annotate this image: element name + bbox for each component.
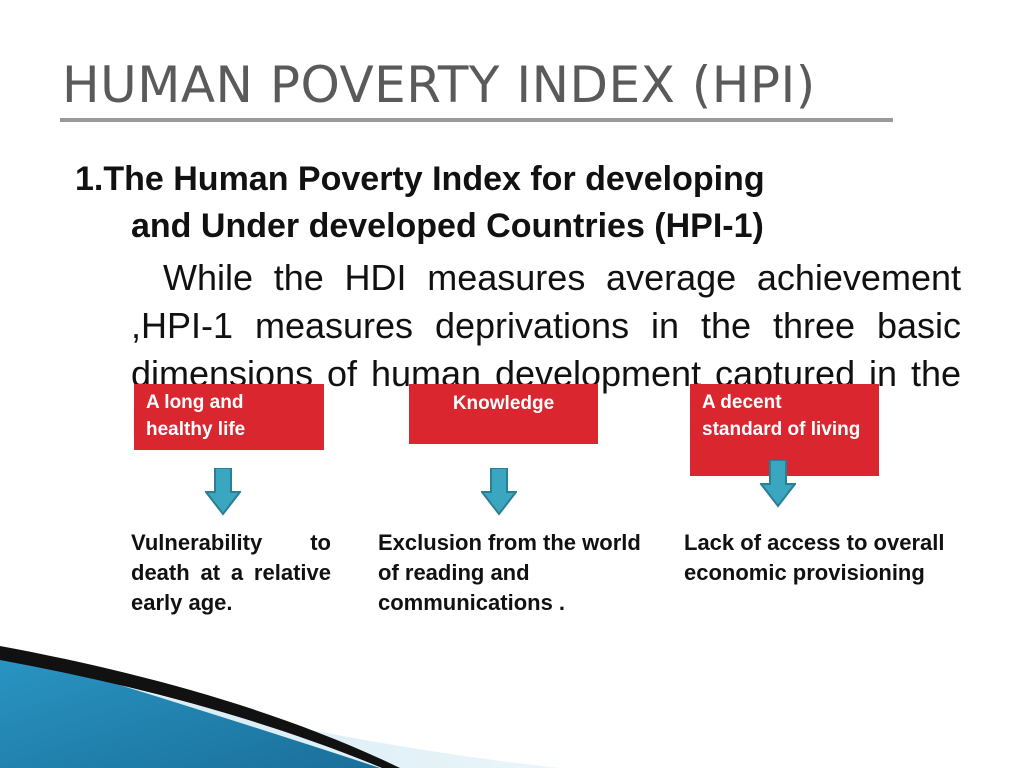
dimension-description-living-standard: Lack of access to overall economic provi… xyxy=(684,530,945,585)
down-arrow-icon xyxy=(481,468,517,516)
slide-title: HUMAN POVERTY INDEX (HPI) xyxy=(62,56,816,114)
down-arrow-icon xyxy=(205,468,241,516)
heading-number: 1. xyxy=(75,160,104,198)
section-heading: 1.The Human Poverty Index for developing… xyxy=(75,156,895,250)
down-arrow-icon xyxy=(760,460,796,508)
dimension-box-knowledge: Knowledge xyxy=(409,384,598,444)
heading-line-2: and Under developed Countries (HPI-1) xyxy=(131,207,764,245)
dimension-box-health: A long and healthy life xyxy=(134,384,324,450)
title-underline xyxy=(60,118,893,122)
dimension-description-knowledge: Exclusion from the world of reading and … xyxy=(378,530,641,615)
dimension-description-health: Vulnerability to death at a relative ear… xyxy=(131,530,331,615)
heading-line-1: The Human Poverty Index for developing xyxy=(103,160,765,198)
